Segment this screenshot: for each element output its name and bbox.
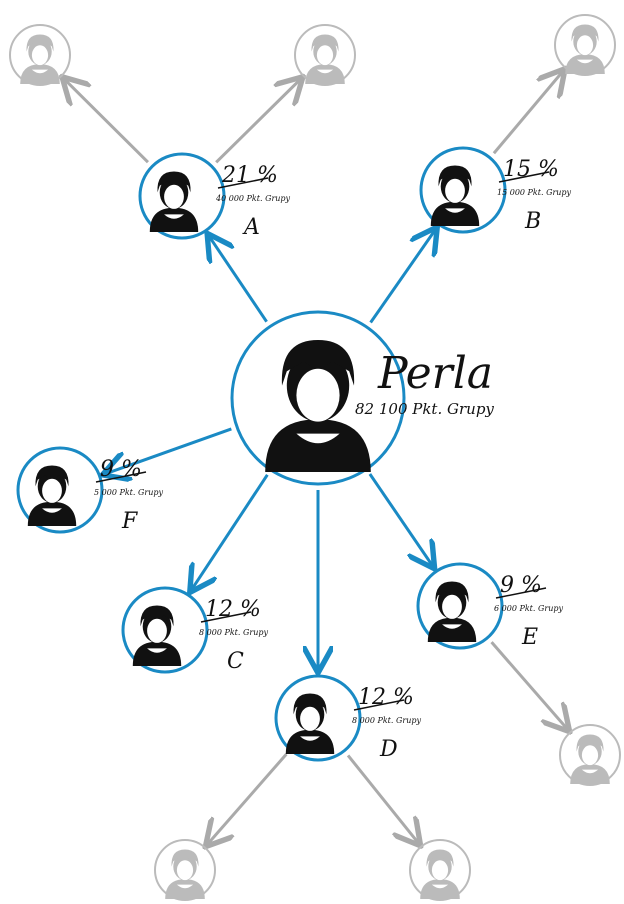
grey-avatar bbox=[420, 850, 460, 900]
grey-avatar bbox=[165, 850, 205, 900]
center-name: Perla bbox=[377, 348, 493, 399]
arrow bbox=[370, 474, 433, 566]
grey-avatar bbox=[305, 35, 345, 85]
grey-avatar bbox=[20, 35, 60, 85]
node-points: 8 000 Pkt. Grupy bbox=[352, 716, 421, 725]
node-points: 40 000 Pkt. Grupy bbox=[215, 194, 291, 203]
arrow bbox=[209, 236, 267, 322]
node-points: 6 000 Pkt. Grupy bbox=[494, 604, 563, 613]
node-points: 15 000 Pkt. Grupy bbox=[497, 188, 572, 197]
node-label: E bbox=[521, 625, 538, 650]
node-percent: 9 % bbox=[100, 457, 142, 482]
arrow bbox=[191, 475, 267, 590]
node-percent: 12 % bbox=[358, 685, 414, 710]
node-percent: 21 % bbox=[221, 163, 278, 188]
node-percent: 15 % bbox=[503, 157, 559, 182]
arrow bbox=[207, 754, 286, 844]
arrow bbox=[216, 79, 301, 162]
diagram: Perla 82 100 Pkt. Grupy 21 % 40 000 Pkt. … bbox=[0, 0, 624, 904]
arrow bbox=[348, 755, 419, 843]
arrow bbox=[371, 229, 436, 322]
center-node: Perla 82 100 Pkt. Grupy bbox=[232, 312, 494, 484]
arrow bbox=[492, 642, 568, 729]
node-percent: 9 % bbox=[500, 573, 542, 598]
node-points: 8 000 Pkt. Grupy bbox=[199, 628, 268, 637]
node-label: F bbox=[121, 509, 138, 534]
arrow bbox=[64, 79, 148, 162]
grey-avatar bbox=[570, 735, 610, 785]
node-points: 5 000 Pkt. Grupy bbox=[94, 488, 163, 497]
arrow bbox=[494, 71, 563, 153]
center-points: 82 100 Pkt. Grupy bbox=[355, 400, 494, 418]
node-percent: 12 % bbox=[205, 597, 261, 622]
node-label: C bbox=[227, 649, 244, 674]
grey-avatar bbox=[565, 25, 605, 75]
node-label: A bbox=[242, 215, 260, 240]
node-label: B bbox=[524, 209, 541, 234]
node-label: D bbox=[379, 737, 398, 762]
